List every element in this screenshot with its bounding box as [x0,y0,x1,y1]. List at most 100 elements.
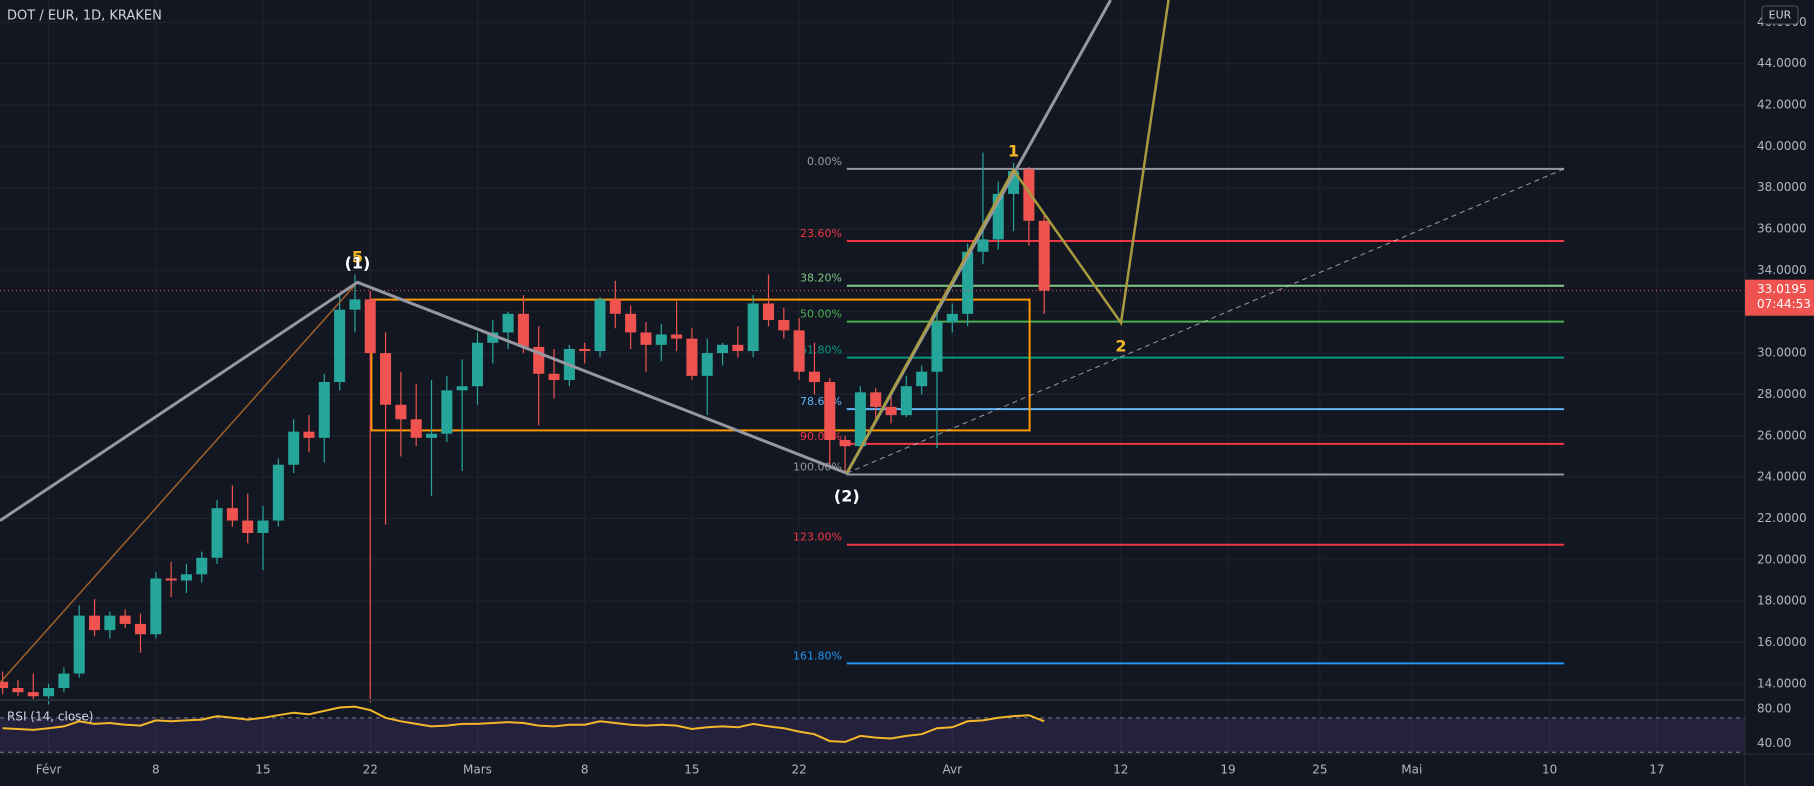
candle-body [502,313,514,333]
x-tick-label: Févr [36,763,62,777]
trend-line [0,281,359,684]
candle-body [89,615,101,631]
candle-body [717,344,729,354]
candle-body [701,353,713,376]
rsi-pane [0,705,1745,753]
fib-label: 23.60% [800,227,842,240]
x-tick-label: Mai [1401,763,1422,777]
y-tick-label: 14.0000 [1757,676,1807,690]
candle-body [992,193,1004,240]
candle-body [12,688,24,693]
fib-label: 50.00% [800,308,842,321]
candle-body [180,574,192,581]
candle-body [931,322,943,372]
y-tick-label: 38.0000 [1757,180,1807,194]
x-tick-label: 17 [1649,763,1664,777]
currency-badge[interactable] [1761,5,1799,25]
y-tick-label: 18.0000 [1757,594,1807,608]
candle-body [272,464,284,521]
candle-body [625,313,637,333]
wave-label: 5 [352,248,363,267]
y-tick-label: 20.0000 [1757,552,1807,566]
rsi-line [2,705,1045,743]
candle-body [885,406,897,416]
candle-body [58,673,70,689]
fib-label: 0.00% [807,155,842,168]
candle-body [104,615,116,631]
candle-body [548,373,560,380]
candle-body [471,342,483,387]
x-tick-label: 15 [255,763,270,777]
fib-label: 123.00% [793,531,842,544]
candles [0,152,1745,705]
candle-body [395,404,407,420]
candle-body [686,338,698,376]
candle-body [318,382,330,438]
candle-body [517,313,529,347]
candle-body [441,390,453,434]
candle-body [380,353,392,405]
candle-body [165,578,177,581]
range-box [370,298,1031,432]
y-tick-label: 28.0000 [1757,387,1807,401]
x-tick-label: 25 [1312,763,1327,777]
candle-body [977,239,989,252]
y-tick-label: 16.0000 [1757,635,1807,649]
candle-body [410,419,422,438]
x-tick-label: 10 [1542,763,1557,777]
fib-label: 38.20% [800,272,842,285]
x-tick-label: 19 [1220,763,1235,777]
countdown-label: 07:44:53 [1757,297,1811,311]
x-tick-label: 8 [152,763,160,777]
candle-body [808,371,820,383]
y-tick-label: 44.0000 [1757,56,1807,70]
fib-label: 61.80% [800,344,842,357]
wave-label: 2 [1115,337,1126,356]
candle-body [533,346,545,374]
candle-body [73,615,85,674]
indicator-title: RSI (14, close) [7,710,93,724]
y-tick-label: 22.0000 [1757,511,1807,525]
fib-label: 78.60% [800,395,842,408]
candle-body [916,371,928,387]
candle-body [1008,171,1020,194]
candle-body [334,309,346,383]
candle-body [762,303,775,321]
candle-body [732,344,744,352]
y-tick-label: 36.0000 [1757,222,1807,236]
candle-body [870,392,882,407]
candle-body [793,330,805,372]
wave-label: 1 [1008,142,1019,161]
candle-body [364,299,376,354]
candle-body [0,681,9,689]
candle-body [609,299,621,314]
candle-body [487,332,499,343]
candle-body [778,320,790,331]
rsi-band [0,717,1745,753]
candle-body [27,692,39,697]
x-tick-label: 22 [363,763,378,777]
candle-body [426,433,438,438]
candle-body [854,392,866,447]
candle-body [119,615,131,624]
candle-body [839,439,851,447]
y-tick-label: 24.0000 [1757,470,1807,484]
candle-body [1038,220,1050,291]
candle-body [196,557,208,575]
candle-body [747,303,759,352]
candle-body [671,334,683,339]
candle-body [288,431,300,465]
candle-body [211,508,223,558]
y-tick-label: 42.0000 [1757,98,1807,112]
candle-body [226,508,238,521]
candle-body [640,332,652,345]
axes: 14.0000 16.0000 18.0000 20.0000 22.0000 24.00… [36,15,1814,777]
candle-body [257,520,269,533]
candle-body [43,688,55,697]
x-tick-label: Avr [943,763,963,777]
candle-body [134,623,147,635]
x-tick-label: Mars [463,763,492,777]
candle-body [349,299,361,310]
